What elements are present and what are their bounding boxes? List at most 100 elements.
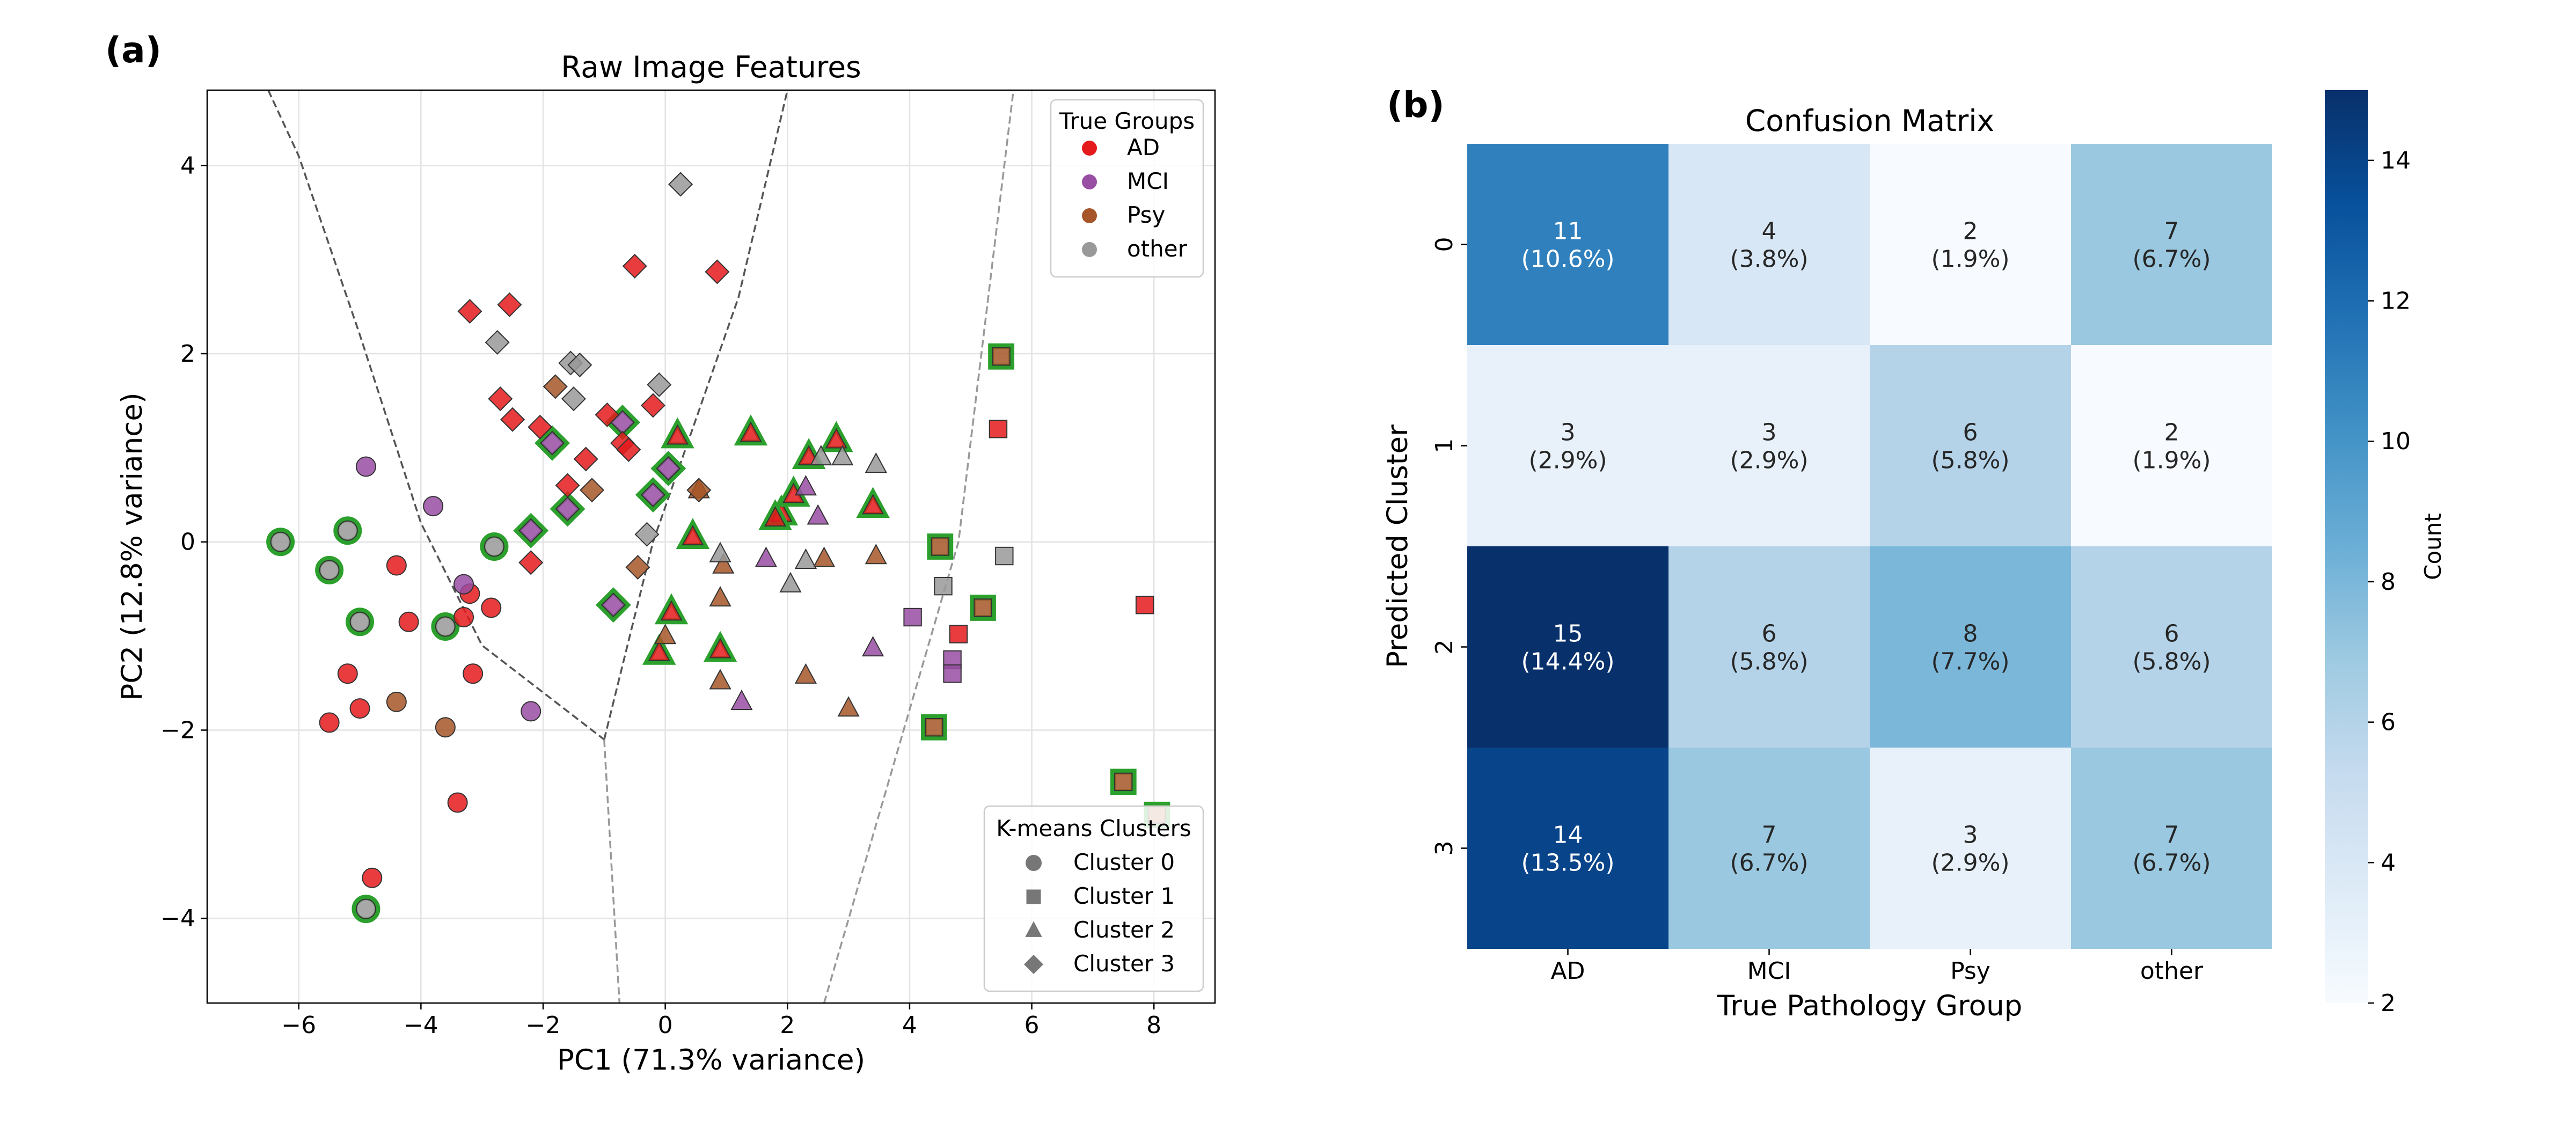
data-point-psy-c2 [709,586,731,607]
heatmap-cell [1467,345,1668,546]
data-point-mci-c3 [656,456,681,481]
point-highlight [661,417,694,449]
heatmap-cell [2071,546,2272,748]
heatmap-cell [2071,345,2272,546]
x-axis-label-b: True Pathology Group [1717,990,2023,1022]
cell-percent-label: (1.9%) [1931,246,2009,273]
y-tick-label: 0 [1431,237,1458,252]
legend-marker-cluster-2 [1025,921,1042,937]
legend-marker-psy [1082,208,1097,223]
boundary-line [603,739,621,1003]
cell-count-label: 6 [1762,620,1777,648]
colorbar-tick-label: 12 [2381,288,2411,315]
data-point-ad-c3 [518,550,544,575]
panel-label-b: (b) [1387,84,1445,126]
y-tick-label: 2 [180,340,195,368]
legend-label: Psy [1127,202,1165,228]
x-tick-label: −6 [281,1012,316,1039]
data-point-ad-c0 [447,792,468,813]
data-point-other-c2 [831,445,854,466]
legend-box [983,805,1204,992]
point-highlight [856,487,890,518]
data-point-psy-c3 [686,478,712,503]
colorbar-label: Count [2420,513,2446,580]
data-point-mci-c3 [518,518,544,543]
x-tick-label: 0 [658,1012,673,1039]
data-point-psy-c3 [543,374,568,399]
data-point-other-c2 [709,541,731,562]
cell-percent-label: (2.9%) [1528,447,1607,474]
data-point-ad-c3 [555,473,580,498]
x-tick-label: 4 [902,1012,917,1039]
y-tick-label: −4 [160,905,195,932]
point-highlight [819,421,853,452]
data-point-ad-c0 [337,663,358,684]
legend-marker-cluster-3 [1024,955,1043,974]
data-point-psy-c1 [974,598,992,617]
cell-percent-label: (6.7%) [2132,850,2211,877]
data-point-mci-c0 [355,456,376,477]
data-point-ad-c3 [497,292,522,317]
y-axis-label-b: Predicted Cluster [1381,425,1414,668]
data-point-other-c0 [319,560,340,581]
cell-count-label: 4 [1762,218,1777,245]
data-point-psy-c3 [580,478,605,503]
data-point-ad-c0 [362,867,383,888]
point-highlight [550,491,586,527]
data-point-ad-c3 [595,402,620,428]
data-point-psy-c1 [931,537,950,556]
cell-count-label: 7 [2164,218,2179,245]
point-highlight [346,608,375,636]
heatmap-cells: 11(10.6%)4(3.8%)2(1.9%)7(6.7%)3(2.9%)3(2… [1467,144,2272,949]
legend-label: MCI [1127,168,1169,194]
data-point-ad-c2 [709,638,731,658]
data-point-ad-c3 [622,253,647,279]
data-point-ad-c2 [682,525,704,546]
data-point-ad-c2 [764,506,787,527]
data-point-ad-c2 [648,640,670,661]
data-point-other-c2 [865,452,887,473]
data-point-psy-c2 [794,663,817,684]
x-tick-label: 2 [780,1012,795,1039]
data-point-mci-c0 [521,701,541,722]
cell-percent-label: (10.6%) [1521,246,1614,273]
point-highlight [1110,769,1137,795]
data-point-psy-c1 [925,718,943,737]
data-point-ad-c0 [386,555,407,576]
data-point-psy-c0 [435,717,456,738]
data-point-other-c3 [634,522,660,547]
data-point-mci-c2 [730,689,753,711]
point-highlight [927,533,954,560]
axes-frame [206,89,1216,1004]
heatmap-cell [1870,345,2071,546]
data-point-other-c2 [779,572,802,592]
data-point-mci-c2 [862,635,884,657]
data-point-mci-c2 [755,546,778,567]
legend-marker-ad [1082,141,1097,156]
data-point-other-c1 [934,576,953,596]
data-point-psy-c1 [1114,772,1133,792]
point-highlight [333,516,362,545]
cell-percent-label: (7.7%) [1931,648,2009,676]
data-point-other-c2 [794,548,817,569]
y-tick-label: −2 [160,716,195,744]
data-point-ad-c0 [398,611,419,632]
point-highlight [595,587,631,623]
data-point-other-c3 [561,386,586,412]
data-point-ad-c1 [1135,596,1154,614]
data-point-ad-c0 [463,663,484,684]
heatmap-cell [1870,546,2071,748]
data-point-psy-c2 [654,624,677,645]
colorbar-tick-label: 8 [2381,568,2396,596]
y-tick-label: 4 [180,152,195,179]
cell-count-label: 3 [1762,419,1777,447]
y-tick-label: 3 [1431,841,1458,856]
data-point-ad-c2 [740,421,762,442]
data-point-psy-c2 [712,553,735,574]
cell-count-label: 14 [1553,822,1583,849]
data-point-ad-c1 [949,625,968,643]
heatmap-cell [1870,748,2071,949]
point-highlight [921,714,947,741]
